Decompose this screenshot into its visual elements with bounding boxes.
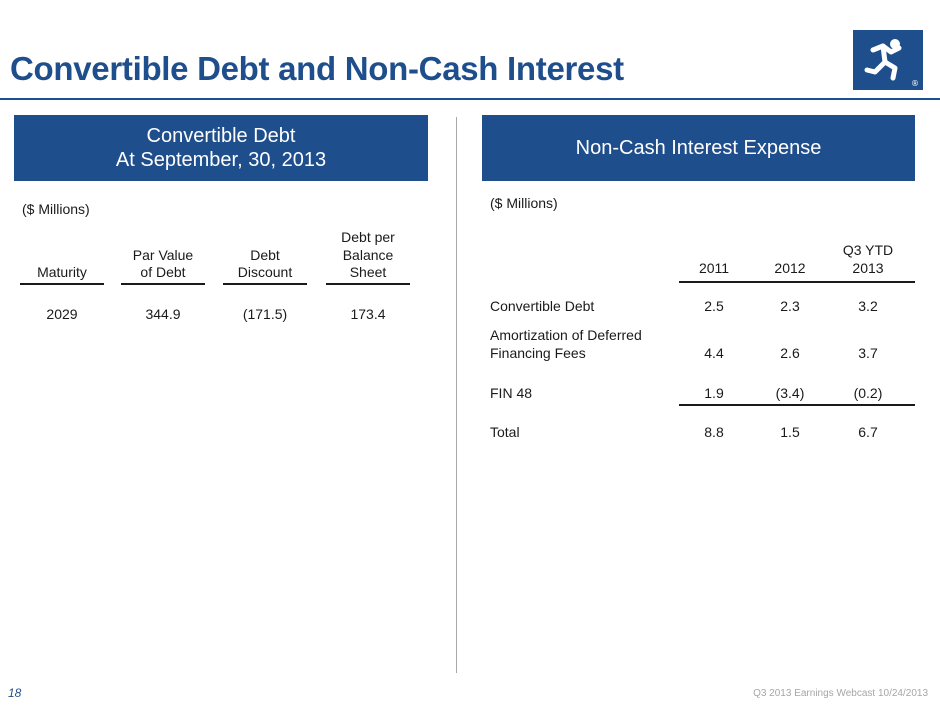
left-units-note: ($ Millions) [22,201,90,217]
col-header-discount-2: Discount [237,264,293,280]
panel-divider [456,117,457,673]
footer-caption: Q3 2013 Earnings Webcast 10/24/2013 [753,688,928,699]
row-value-ytd: 6.7 [858,424,878,440]
row-value-2012: 2.6 [780,345,800,361]
row-value-ytd: 3.7 [858,345,878,361]
row-value-2011: 8.8 [704,424,724,440]
header-underline [121,283,205,285]
header-underline [679,281,915,283]
header-underline [326,283,410,285]
row-label: Convertible Debt [490,298,595,314]
row-label: Financing Fees [490,345,586,361]
header-text: Non-Cash Interest Expense [575,137,822,159]
slide-title: Convertible Debt and Non-Cash Interest [10,50,624,87]
col-header-balance-2: Balance [342,247,394,263]
row-value-2011: 4.4 [704,345,724,361]
row-value-2012: (3.4) [775,385,805,401]
row-value-2012: 1.5 [780,424,800,440]
row-discount: (171.5) [242,306,288,322]
row-label: Amortization of Deferred [490,327,642,343]
col-header-ytd-1: Q3 YTD [842,242,894,258]
col-header-discount-1: Debt [250,247,280,263]
registered-mark: ® [911,79,919,88]
col-header-par-value-1: Par Value [132,247,194,263]
right-units-note: ($ Millions) [490,195,558,211]
running-figure-icon [864,39,902,81]
title-rule [0,98,940,100]
row-value-2012: 2.3 [780,298,800,314]
subtotal-rule [679,404,915,406]
row-value-ytd: 3.2 [858,298,878,314]
company-logo: ® [853,30,923,90]
row-value-2011: 1.9 [704,385,724,401]
header-line-2: At September, 30, 2013 [115,149,327,171]
header-underline [20,283,104,285]
col-header-maturity: Maturity [37,264,87,280]
col-header-2011: 2011 [698,260,730,276]
row-maturity: 2029 [46,306,78,322]
row-label-total: Total [490,424,520,440]
col-header-balance-3: Sheet [349,264,387,280]
col-header-balance-1: Debt per [341,229,395,245]
non-cash-interest-header: Non-Cash Interest Expense [482,115,915,181]
header-underline [223,283,307,285]
row-value-2011: 2.5 [704,298,724,314]
col-header-par-value-2: of Debt [140,264,186,280]
col-header-ytd-2: 2013 [852,260,884,276]
convertible-debt-header: Convertible Debt At September, 30, 2013 [14,115,428,181]
row-label: FIN 48 [490,385,533,401]
row-value-ytd: (0.2) [853,385,883,401]
page-number: 18 [8,686,22,700]
row-balance: 173.4 [350,306,386,322]
row-par-value: 344.9 [145,306,181,322]
header-line-1: Convertible Debt [146,125,296,147]
col-header-2012: 2012 [774,260,806,276]
